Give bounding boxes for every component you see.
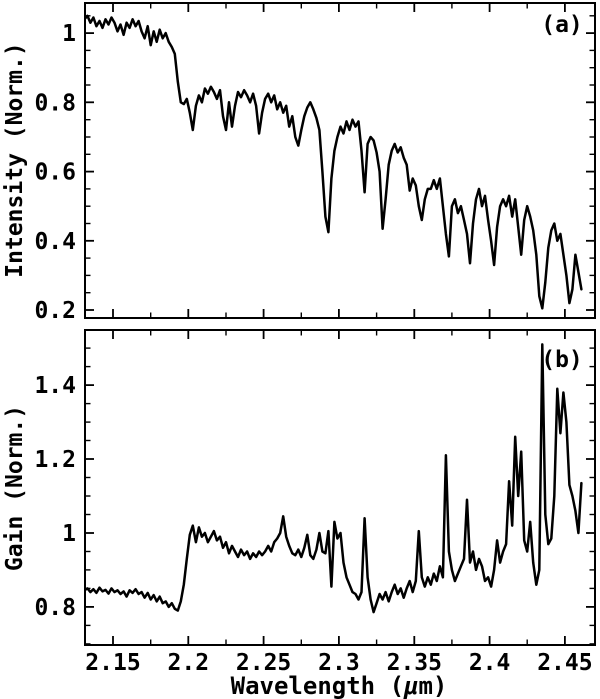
panel-b-spectrum-line	[85, 343, 583, 614]
panel-a-spectrum-line	[85, 14, 583, 310]
panel-b-y-tick-label: 0.8	[34, 595, 76, 621]
x-tick-label: 2.4	[469, 650, 511, 676]
panel-b-y-tick-label: 1	[62, 521, 76, 547]
panel-b-label: (b)	[541, 347, 583, 373]
panel-a-y-tick-label: 0.8	[34, 90, 76, 116]
x-tick-label: 2.3	[318, 650, 360, 676]
panel-a-y-tick-label: 0.6	[34, 160, 76, 186]
x-axis-title-suffix: m)	[418, 672, 448, 699]
panel-b: 2.15 2.2 2.25 2.3 2.35 2.4 2.45 0.8 1 1.2 1.4	[34, 329, 596, 676]
panel-a-y-tick-label: 0.4	[34, 229, 76, 255]
panel-b-y-tick-label: 1.2	[34, 447, 76, 473]
x-tick-label: 2.2	[168, 650, 210, 676]
x-tick-label: 2.45	[537, 650, 592, 676]
x-axis-title: Wavelength (μm)	[231, 672, 448, 699]
panel-b-y-axis-title: Gain (Norm.)	[2, 404, 28, 572]
panel-a-y-tick-label: 0.2	[34, 298, 76, 324]
panel-a-y-tick-label: 1	[62, 21, 76, 47]
panel-b-y-tick-label: 1.4	[34, 373, 76, 399]
panel-a-y-axis-title: Intensity (Norm.)	[2, 42, 28, 278]
x-tick-label: 2.25	[236, 650, 291, 676]
x-tick-label: 2.15	[85, 650, 140, 676]
panel-b-ticks	[86, 331, 594, 645]
panel-b-frame	[84, 329, 596, 646]
panel-a-ticks	[86, 4, 594, 317]
panel-a-frame	[84, 2, 596, 319]
panel-a-label: (a)	[541, 12, 583, 38]
x-axis-title-prefix: Wavelength (	[230, 672, 405, 699]
x-tick-label: 2.35	[387, 650, 442, 676]
panel-a: 0.2 0.4 0.6 0.8 1	[34, 2, 596, 324]
mu-symbol: μ	[404, 672, 419, 699]
